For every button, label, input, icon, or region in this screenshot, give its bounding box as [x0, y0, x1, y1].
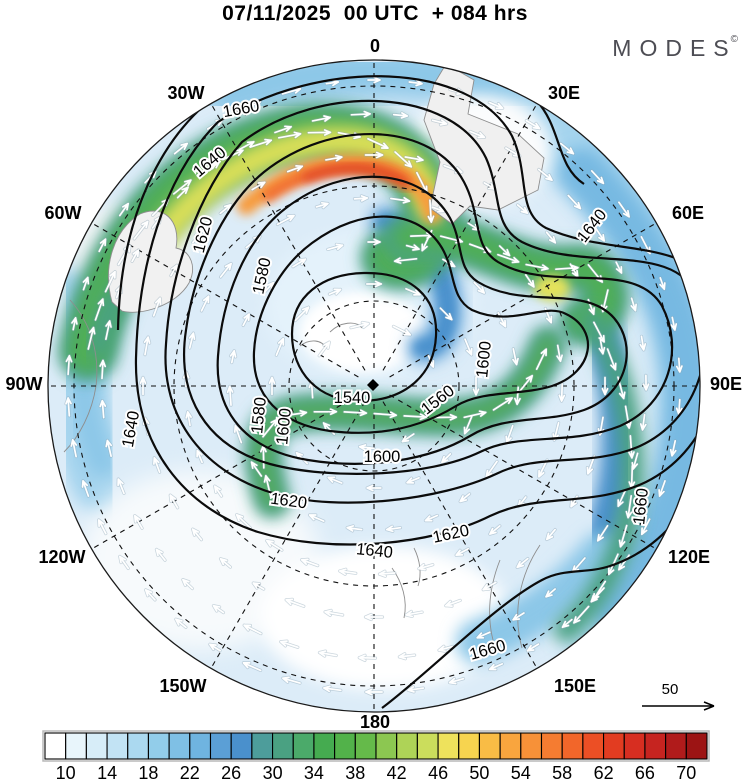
modes-logo-mark: © [730, 34, 738, 45]
map-disc: 1540 156015801580160016001600162016201620… [48, 60, 700, 712]
contour-label-1600: 1600 [364, 448, 401, 466]
contour-label-1640: 1640 [355, 540, 393, 562]
colorbar-cell-9 [230, 732, 253, 760]
colorbar-cell-15 [354, 732, 377, 760]
colorbar-tick-26: 26 [221, 763, 241, 782]
graticule-layer [48, 60, 700, 712]
colorbar-cell-20 [458, 732, 480, 760]
colorbar-cell-4 [127, 732, 149, 760]
compass-label-90W: 90W [5, 374, 42, 394]
modes-logo: MODES© [612, 34, 738, 62]
colorbar-tick-42: 42 [387, 763, 407, 782]
colorbar-tick-22: 22 [180, 763, 200, 782]
colorbar-tick-46: 46 [428, 763, 448, 782]
pole-marker [367, 379, 379, 391]
colorbar-cell-11 [272, 732, 294, 760]
colorbar-tick-30: 30 [263, 763, 283, 782]
modes-logo-text: MODES [612, 35, 737, 61]
colorbar-tick-10: 10 [56, 763, 76, 782]
colorbar-cell-22 [499, 732, 522, 760]
shading-patch [80, 470, 320, 650]
colorbar-cell-13 [313, 732, 336, 760]
chart-title: 07/11/2025 00 UTC + 084 hrs [222, 2, 528, 25]
compass-label-120W: 120W [38, 547, 85, 567]
contour-1580 [216, 175, 628, 465]
pole-diamond [367, 379, 379, 391]
colorbar-cell-5 [147, 732, 170, 760]
contour-label-1600: 1600 [473, 340, 495, 378]
compass-label-150E: 150E [554, 676, 596, 696]
compass-label-30E: 30E [548, 83, 580, 103]
compass-label-60E: 60E [672, 203, 704, 223]
compass-label-180: 180 [360, 712, 390, 732]
contour-1560 [252, 215, 590, 434]
contour-label-1540: 1540 [334, 389, 371, 407]
colorbar-cell-10 [251, 732, 274, 760]
colorbar-cell-16 [375, 732, 398, 760]
colorbar-cell-24 [540, 732, 563, 760]
colorbar-tick-54: 54 [511, 763, 531, 782]
colorbar-cell-28 [623, 732, 646, 760]
colorbar-cell-29 [644, 732, 667, 760]
compass-label-120E: 120E [668, 547, 710, 567]
colorbar-cell-17 [396, 732, 418, 760]
colorbar-tick-62: 62 [594, 763, 614, 782]
colorbar-cell-1 [65, 732, 87, 760]
shading-band [456, 532, 624, 664]
compass-label-30W: 30W [167, 83, 204, 103]
shading-band [558, 148, 700, 634]
colorbar-tick-14: 14 [97, 763, 117, 782]
colorbar-tick-58: 58 [552, 763, 572, 782]
colorbar: 10 14 18 22 26 30 34 38 42 46 50 54 58 62 66 70 [42, 730, 710, 782]
compass-label-90E: 90E [710, 374, 742, 394]
contour-1640 [134, 75, 700, 546]
contour-label-1600: 1600 [273, 407, 295, 445]
colorbar-tick-18: 18 [138, 763, 158, 782]
contour-1620 [164, 99, 700, 504]
compass-label-0: 0 [370, 36, 380, 56]
colorbar-cell-7 [189, 732, 212, 760]
colorbar-cell-3 [106, 732, 129, 760]
colorbar-cell-14 [334, 732, 356, 760]
latitude-circle [288, 300, 460, 472]
land-scandinavia [423, 63, 545, 225]
colorbar-cell-21 [478, 732, 501, 760]
reference-wind-arrow: 50 [642, 681, 715, 711]
colorbar-cell-23 [520, 732, 543, 760]
contour-label-1580: 1580 [248, 396, 270, 434]
colorbar-frame [42, 730, 710, 762]
contour-1660 [116, 60, 700, 709]
colorbar-cell-26 [582, 732, 605, 760]
colorbar-cell-31 [685, 732, 708, 760]
colorbar-tick-50: 50 [469, 763, 489, 782]
contour-1600 [183, 133, 674, 475]
reference-arrow-label: 50 [662, 681, 679, 698]
contour-layer [116, 60, 700, 709]
shading-patch [260, 546, 510, 690]
colorbar-cell-30 [665, 732, 687, 760]
compass-labels: 0 30E 60E 90E 120E 150E 180 150W 120W 90W 60W 30W [5, 36, 742, 732]
contour-label-1660: 1660 [630, 487, 652, 525]
colorbar-tick-66: 66 [635, 763, 655, 782]
compass-label-150W: 150W [159, 676, 206, 696]
colorbar-cell-27 [603, 732, 625, 760]
colorbar-cell-25 [561, 732, 584, 760]
colorbar-tick-34: 34 [304, 763, 324, 782]
colorbar-tick-70: 70 [676, 763, 696, 782]
colorbar-cell-2 [85, 732, 108, 760]
colorbar-cell-8 [209, 732, 232, 760]
shading-band [204, 60, 546, 122]
colorbar-tick-38: 38 [345, 763, 365, 782]
colorbar-cell-6 [168, 732, 191, 760]
contour-1540 [290, 271, 438, 403]
map-boundary-circle [47, 59, 701, 713]
colorbar-cell-0 [44, 732, 67, 760]
reference-arrow-glyph [642, 701, 715, 711]
compass-label-60W: 60W [44, 203, 81, 223]
colorbar-cell-19 [437, 732, 460, 760]
colorbar-cell-18 [416, 732, 439, 760]
colorbar-cell-12 [292, 732, 315, 760]
shading-patch [534, 275, 570, 301]
